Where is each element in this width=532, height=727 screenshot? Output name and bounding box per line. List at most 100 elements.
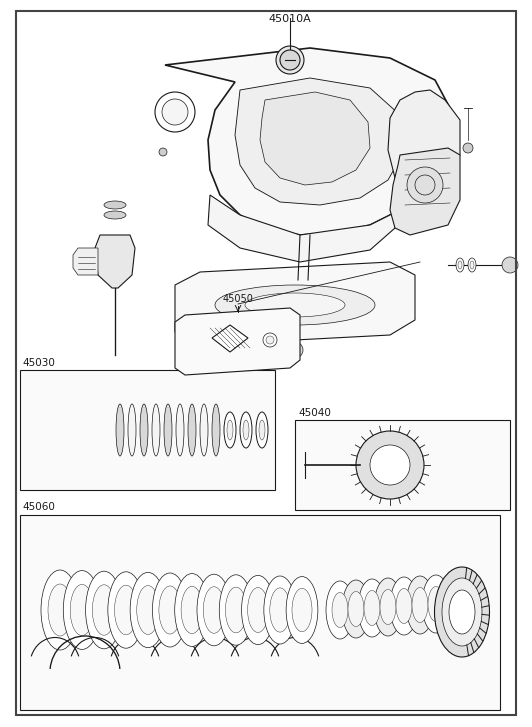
Polygon shape bbox=[208, 195, 400, 262]
Ellipse shape bbox=[348, 592, 364, 627]
Ellipse shape bbox=[130, 572, 166, 648]
Circle shape bbox=[455, 454, 477, 476]
Ellipse shape bbox=[48, 584, 72, 636]
Polygon shape bbox=[175, 262, 415, 345]
Circle shape bbox=[23, 385, 113, 475]
Circle shape bbox=[431, 458, 445, 472]
Circle shape bbox=[441, 454, 463, 476]
Circle shape bbox=[502, 257, 518, 273]
Ellipse shape bbox=[114, 585, 137, 635]
Ellipse shape bbox=[104, 201, 126, 209]
Ellipse shape bbox=[396, 588, 412, 624]
Ellipse shape bbox=[468, 258, 476, 272]
Ellipse shape bbox=[256, 412, 268, 448]
Ellipse shape bbox=[159, 586, 181, 634]
Ellipse shape bbox=[41, 570, 79, 650]
Circle shape bbox=[287, 342, 303, 358]
Ellipse shape bbox=[140, 404, 148, 456]
Ellipse shape bbox=[240, 412, 252, 448]
Ellipse shape bbox=[212, 404, 220, 456]
Polygon shape bbox=[388, 90, 460, 210]
Circle shape bbox=[427, 454, 449, 476]
Ellipse shape bbox=[200, 404, 208, 456]
Ellipse shape bbox=[137, 585, 159, 635]
Ellipse shape bbox=[286, 577, 318, 643]
Bar bbox=[295, 420, 510, 510]
Ellipse shape bbox=[219, 575, 253, 645]
Ellipse shape bbox=[390, 577, 418, 635]
Ellipse shape bbox=[226, 587, 246, 633]
Polygon shape bbox=[175, 308, 300, 375]
Circle shape bbox=[263, 333, 277, 347]
Circle shape bbox=[276, 46, 304, 74]
Polygon shape bbox=[235, 78, 405, 205]
Ellipse shape bbox=[108, 572, 144, 648]
Ellipse shape bbox=[242, 575, 275, 645]
Ellipse shape bbox=[435, 567, 489, 657]
Ellipse shape bbox=[449, 590, 475, 634]
Ellipse shape bbox=[380, 590, 396, 624]
Circle shape bbox=[463, 143, 473, 153]
Ellipse shape bbox=[70, 585, 94, 635]
Ellipse shape bbox=[358, 579, 386, 637]
Ellipse shape bbox=[292, 588, 312, 632]
Ellipse shape bbox=[456, 258, 464, 272]
Ellipse shape bbox=[270, 588, 290, 632]
Ellipse shape bbox=[247, 587, 268, 632]
Ellipse shape bbox=[470, 261, 474, 269]
Polygon shape bbox=[73, 248, 98, 275]
Polygon shape bbox=[212, 325, 248, 352]
Ellipse shape bbox=[243, 420, 249, 440]
Ellipse shape bbox=[442, 578, 482, 646]
Circle shape bbox=[415, 175, 435, 195]
Circle shape bbox=[266, 336, 274, 344]
Ellipse shape bbox=[406, 576, 434, 634]
Ellipse shape bbox=[152, 404, 160, 456]
Ellipse shape bbox=[203, 587, 225, 633]
Ellipse shape bbox=[188, 404, 196, 456]
Text: 45010A: 45010A bbox=[269, 14, 311, 24]
Ellipse shape bbox=[422, 575, 450, 633]
Polygon shape bbox=[390, 148, 460, 235]
Ellipse shape bbox=[342, 580, 370, 638]
Polygon shape bbox=[20, 515, 500, 710]
Ellipse shape bbox=[412, 587, 428, 622]
Ellipse shape bbox=[176, 404, 184, 456]
Ellipse shape bbox=[86, 571, 122, 648]
Ellipse shape bbox=[458, 261, 462, 269]
Text: 45040: 45040 bbox=[298, 408, 331, 418]
Text: 45050: 45050 bbox=[222, 294, 253, 304]
Ellipse shape bbox=[153, 573, 188, 647]
Circle shape bbox=[370, 445, 410, 485]
Circle shape bbox=[459, 458, 473, 472]
Ellipse shape bbox=[104, 211, 126, 219]
Polygon shape bbox=[165, 48, 450, 235]
Ellipse shape bbox=[174, 574, 209, 646]
Ellipse shape bbox=[444, 585, 460, 621]
Ellipse shape bbox=[63, 571, 101, 649]
Bar bbox=[20, 370, 275, 490]
Ellipse shape bbox=[264, 576, 296, 644]
Circle shape bbox=[52, 414, 84, 446]
Circle shape bbox=[407, 167, 443, 203]
Circle shape bbox=[159, 148, 167, 156]
Ellipse shape bbox=[224, 412, 236, 448]
Ellipse shape bbox=[428, 587, 444, 622]
Ellipse shape bbox=[364, 590, 380, 625]
Ellipse shape bbox=[181, 587, 203, 634]
Ellipse shape bbox=[245, 293, 345, 317]
Circle shape bbox=[356, 431, 424, 499]
Ellipse shape bbox=[227, 420, 233, 440]
Ellipse shape bbox=[374, 578, 402, 636]
Ellipse shape bbox=[259, 420, 265, 440]
Circle shape bbox=[155, 92, 195, 132]
Circle shape bbox=[445, 458, 459, 472]
Polygon shape bbox=[260, 92, 370, 185]
Ellipse shape bbox=[197, 574, 231, 646]
Circle shape bbox=[38, 400, 98, 460]
Ellipse shape bbox=[438, 574, 466, 632]
Ellipse shape bbox=[326, 581, 354, 639]
Ellipse shape bbox=[332, 593, 348, 627]
Circle shape bbox=[283, 53, 297, 67]
Circle shape bbox=[42, 404, 94, 456]
